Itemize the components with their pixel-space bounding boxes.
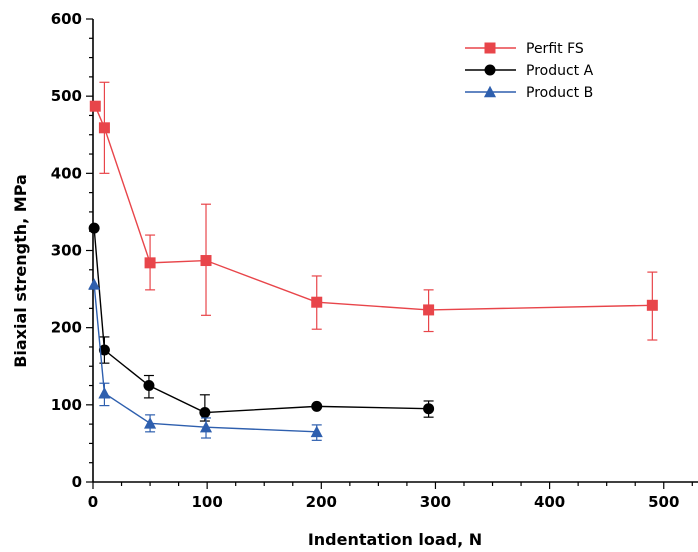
data-point — [98, 387, 111, 399]
data-point — [98, 122, 110, 134]
legend-entry-perfit-fs: Perfit FS — [465, 41, 584, 57]
y-tick-label: 600 — [51, 10, 82, 28]
legend-label: Product A — [526, 63, 594, 79]
x-tick-label: 100 — [191, 493, 222, 511]
series-line — [94, 105, 653, 311]
x-tick-label: 500 — [648, 493, 679, 511]
data-point — [646, 299, 658, 311]
y-tick-label: 500 — [51, 87, 82, 105]
series-perfit-fs — [89, 81, 658, 341]
data-point — [199, 420, 213, 433]
data-point — [423, 304, 435, 316]
axes: 0 100 200 300 400 500 600 0 100 200 300 400 500 — [51, 10, 698, 511]
data-point — [98, 344, 110, 356]
data-point — [200, 255, 212, 267]
data-point — [310, 425, 323, 438]
x-tick-label: 200 — [306, 493, 337, 511]
data-point — [311, 400, 323, 412]
x-axis-title: Indentation load, N — [308, 530, 482, 549]
data-point — [199, 407, 211, 419]
data-point — [311, 296, 323, 308]
legend-entry-product-b: Product B — [465, 85, 593, 101]
y-tick-label: 400 — [51, 164, 82, 182]
legend-label: Perfit FS — [526, 41, 584, 57]
series-line — [93, 228, 429, 414]
x-tick-label: 0 — [88, 493, 98, 511]
y-tick-label: 300 — [51, 242, 82, 260]
x-tick-label: 400 — [534, 493, 565, 511]
data-point — [143, 380, 155, 392]
y-tick-label: 200 — [51, 319, 82, 337]
series-product-a — [88, 222, 435, 422]
data-point — [89, 100, 101, 112]
y-tick-label: 100 — [51, 396, 82, 414]
x-tick-label: 300 — [420, 493, 451, 511]
legend-marker — [483, 85, 497, 98]
data-point — [88, 278, 101, 290]
data-point — [88, 222, 100, 234]
legend: Perfit FS Product A Product B — [432, 33, 690, 118]
data-point — [144, 417, 157, 429]
y-tick-label: 0 — [72, 473, 82, 491]
data-point — [423, 403, 435, 415]
legend-marker — [484, 64, 496, 76]
legend-entry-product-a: Product A — [465, 63, 594, 79]
plot-area — [88, 81, 658, 441]
data-point — [144, 257, 156, 269]
legend-box — [432, 33, 690, 118]
legend-label: Product B — [526, 85, 593, 101]
series-product-b — [88, 278, 323, 441]
legend-marker — [484, 42, 496, 54]
y-axis-title: Biaxial strength, MPa — [11, 174, 30, 368]
